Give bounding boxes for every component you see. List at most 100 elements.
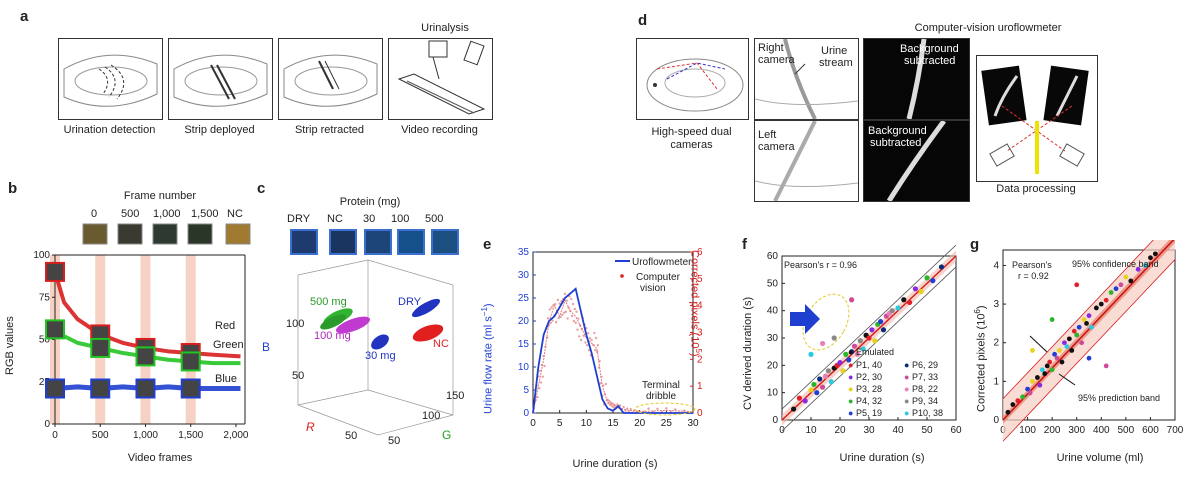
g-point-30 — [1093, 305, 1099, 311]
g-point-35 — [1118, 282, 1124, 288]
e-cv-point-18-1 — [642, 410, 646, 413]
e-xticklabel-0: 0 — [530, 418, 536, 429]
g-point-17 — [1059, 359, 1065, 365]
g-point-6 — [1030, 378, 1035, 384]
e-cv-point-8-0 — [574, 321, 577, 325]
e-cv-point-10-4 — [588, 337, 592, 340]
e-cv-point-10-2 — [586, 332, 590, 335]
f-point-9 — [825, 368, 831, 374]
g-point-18 — [1062, 340, 1067, 346]
e-cv-point-10-3 — [587, 349, 591, 352]
g-point-31 — [1098, 301, 1104, 307]
g-prediction-band — [1003, 240, 1175, 442]
f-point-16 — [846, 357, 852, 363]
panel-c-3d-plot — [290, 229, 459, 436]
swatch-label-500: 500 — [425, 213, 444, 225]
g-point-1 — [1010, 402, 1016, 407]
f-point-14 — [840, 368, 846, 374]
protein-swatch-labels: DRY NC 30 100 500 — [287, 213, 457, 227]
b-xticklabel-0: 0 — [52, 430, 58, 441]
cluster-nc — [412, 324, 444, 342]
panel-e-xlabel: Urine duration (s) — [572, 458, 658, 470]
panel-b-header: Frame number — [123, 190, 197, 202]
protein-swatches — [290, 229, 459, 255]
g-point-36 — [1123, 274, 1129, 280]
swatch-label-dry: DRY — [287, 213, 311, 225]
e-xticklabel-2: 10 — [581, 418, 593, 429]
g-point-34 — [1113, 286, 1119, 292]
e-xticklabel-4: 20 — [634, 418, 646, 429]
e-cv-point-19-0 — [665, 407, 668, 410]
tick-z-100: 100 — [286, 318, 305, 330]
strip-deployed-illustration — [168, 38, 273, 120]
legend-label-p1: P1, 40 — [855, 360, 882, 370]
f-yticklabel-4: 40 — [767, 306, 779, 317]
f-point-10 — [828, 379, 834, 385]
e-cv-point-17-1 — [629, 408, 632, 411]
e-series-computer-vision — [532, 298, 694, 414]
f-lower-line — [781, 266, 957, 432]
g-point-33 — [1108, 290, 1114, 295]
g-point-39 — [1143, 263, 1148, 268]
f-point-37 — [924, 275, 930, 281]
g-yticklabel-1: 1 — [993, 376, 999, 387]
cluster-dry — [411, 298, 441, 318]
b-marker-green-1 — [90, 337, 111, 358]
e-cv-point-2-5 — [546, 317, 550, 320]
urine-stream-label-1: Urine — [821, 45, 848, 57]
panel-b-xlabel: Video frames — [127, 452, 193, 464]
legend-green: Green — [213, 339, 244, 351]
f-point-31 — [889, 308, 895, 314]
caption-cameras-line1: High-speed dual — [651, 126, 732, 138]
e-xticklabel-6: 30 — [687, 418, 699, 429]
f-point-1 — [796, 395, 802, 401]
b-yticklabel-2: 50 — [39, 335, 51, 346]
f-point-0 — [791, 406, 797, 412]
f-point-35 — [912, 286, 918, 292]
legend-label-p3: P3, 28 — [855, 384, 882, 394]
outlier-ellipse — [802, 293, 850, 351]
e-cv-point-6-0 — [563, 292, 567, 296]
legend-label-p7: P7, 33 — [911, 372, 938, 382]
g-point-12 — [1047, 359, 1053, 365]
cluster-label-30mg: 30 mg — [365, 350, 396, 362]
f-point-36 — [918, 288, 924, 295]
f-xticklabel-5: 50 — [921, 425, 933, 436]
pointer-line-2 — [1058, 373, 1076, 386]
g-point-16 — [1057, 348, 1062, 353]
right-camera-label-1: Right — [758, 42, 784, 54]
e-cv-point-15-1 — [612, 406, 616, 409]
3d-axes-box — [297, 259, 454, 436]
frame-swatch-0 — [82, 223, 108, 245]
e-cv-point-16-5 — [626, 407, 629, 410]
e-cv-point-14-5 — [610, 405, 614, 408]
e-cv-point-19-2 — [674, 408, 677, 411]
tick-g-100: 100 — [422, 410, 441, 422]
tick-r-50: 50 — [345, 430, 358, 442]
e-xticklabel-3: 15 — [607, 418, 619, 429]
caption-data-processing: Data processing — [996, 183, 1076, 195]
g-point-32 — [1103, 297, 1109, 303]
e-cv-point-2-1 — [543, 364, 546, 368]
e-cv-point-4-1 — [554, 303, 557, 306]
frame-swatch-3 — [187, 223, 213, 245]
f-point-6 — [817, 376, 823, 382]
annot-confidence-band: 95% confidence band — [1072, 259, 1159, 269]
g-point-28 — [1086, 313, 1092, 319]
panel-e-ylabel-left: Urine flow rate (ml s−1) — [480, 303, 495, 414]
background-subtracted-left: Background subtracted — [863, 120, 970, 202]
caption-strip-retracted: Strip retracted — [294, 124, 365, 136]
g-confidence-band — [1003, 240, 1175, 424]
legend-item-emulated: ● Emulated — [848, 347, 894, 357]
e-cv-point-1-5 — [541, 375, 544, 378]
data-processing-illustration — [976, 55, 1098, 182]
g-point-7 — [1035, 375, 1040, 380]
b-marker-blue-1 — [90, 378, 111, 399]
legend-uroflowmeter: Uroflowmeter — [632, 257, 692, 268]
e-cv-point-8-1 — [575, 310, 578, 313]
e-cv-point-6-2 — [565, 299, 568, 302]
left-camera-view: Left camera — [754, 120, 859, 202]
annot-terminal: Terminal — [642, 380, 680, 391]
f-xticklabel-2: 20 — [834, 425, 846, 436]
e-cv-point-16-4 — [624, 409, 627, 412]
